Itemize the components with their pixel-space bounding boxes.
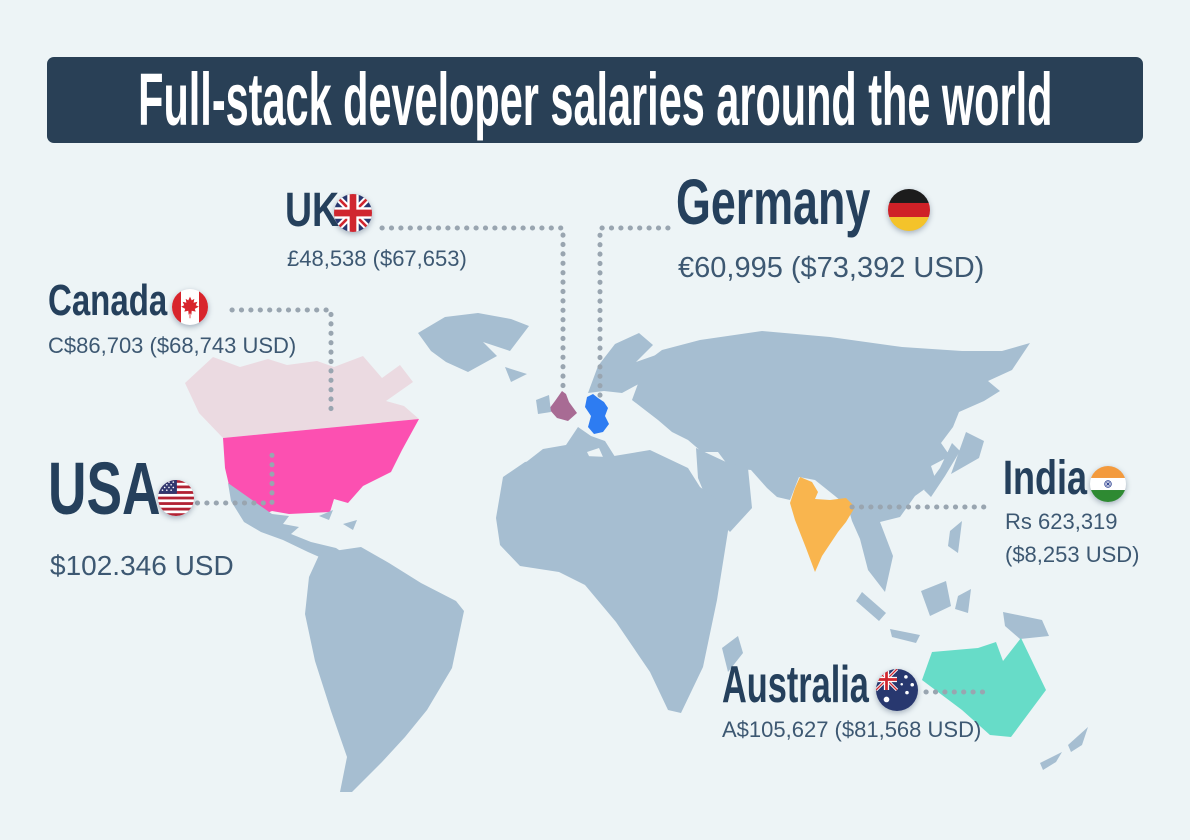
country-salary-germany: €60,995 ($73,392 USD) <box>678 252 985 284</box>
map-region-australia <box>922 638 1046 737</box>
map-region-africa <box>496 450 735 713</box>
title-banner: Full-stack developer salaries around the… <box>47 57 1143 143</box>
canada-flag-icon <box>172 289 208 325</box>
map-region-madagascar <box>722 636 743 672</box>
map-region-scandinavia <box>588 333 656 393</box>
map-region-south-america <box>305 547 464 792</box>
country-salary-india: Rs 623,319 ($8,253 USD) <box>1005 509 1140 567</box>
map-region-new-zealand <box>1068 727 1088 752</box>
uk-flag-icon <box>334 194 372 232</box>
country-salary-canada: C$86,703 ($68,743 USD) <box>48 333 297 358</box>
map-region-ireland <box>536 395 551 414</box>
map-region-new-guinea <box>1003 612 1049 639</box>
leader-line-germany <box>597 225 671 402</box>
country-salary-usa: $102.346 USD <box>50 550 234 581</box>
map-region-germany <box>585 394 609 434</box>
map-region-sumatra <box>856 592 886 621</box>
leader-line-canada <box>229 307 334 419</box>
map-region-caribbean <box>343 520 357 530</box>
map-region-philippines <box>948 521 962 553</box>
map-region-borneo <box>921 581 951 616</box>
india-flag-icon <box>1090 466 1126 502</box>
map-region-new-zealand <box>1040 752 1062 770</box>
leader-line-uk <box>379 225 566 392</box>
map-region-kamchatka <box>951 432 984 474</box>
map-region-caribbean <box>319 510 333 520</box>
map-region-greenland <box>418 313 529 372</box>
country-name-australia: Australia <box>722 656 869 714</box>
country-name-canada: Canada <box>48 276 168 325</box>
map-region-java <box>890 629 920 643</box>
map-region-india <box>790 477 855 572</box>
country-salary-uk: £48,538 ($67,653) <box>287 246 467 271</box>
page-title: Full-stack developer salaries around the… <box>137 58 1053 141</box>
country-name-germany: Germany <box>676 166 871 238</box>
map-region-arabia <box>696 448 752 532</box>
australia-flag-icon <box>876 669 918 711</box>
country-name-usa: USA <box>48 447 161 530</box>
germany-flag-icon <box>888 189 930 231</box>
map-region-asia <box>632 331 1030 592</box>
usa-flag-icon <box>158 480 194 516</box>
country-name-india: India <box>1003 452 1088 505</box>
map-region-uk <box>549 391 577 421</box>
map-region-sulawesi <box>955 589 971 613</box>
map-region-japan <box>924 443 960 497</box>
map-region-iceland <box>505 367 527 382</box>
country-name-uk: UK <box>285 184 340 237</box>
leader-line-usa <box>185 449 275 506</box>
map-region-canada <box>185 356 419 438</box>
country-salary-australia: A$105,627 ($81,568 USD) <box>722 717 982 742</box>
